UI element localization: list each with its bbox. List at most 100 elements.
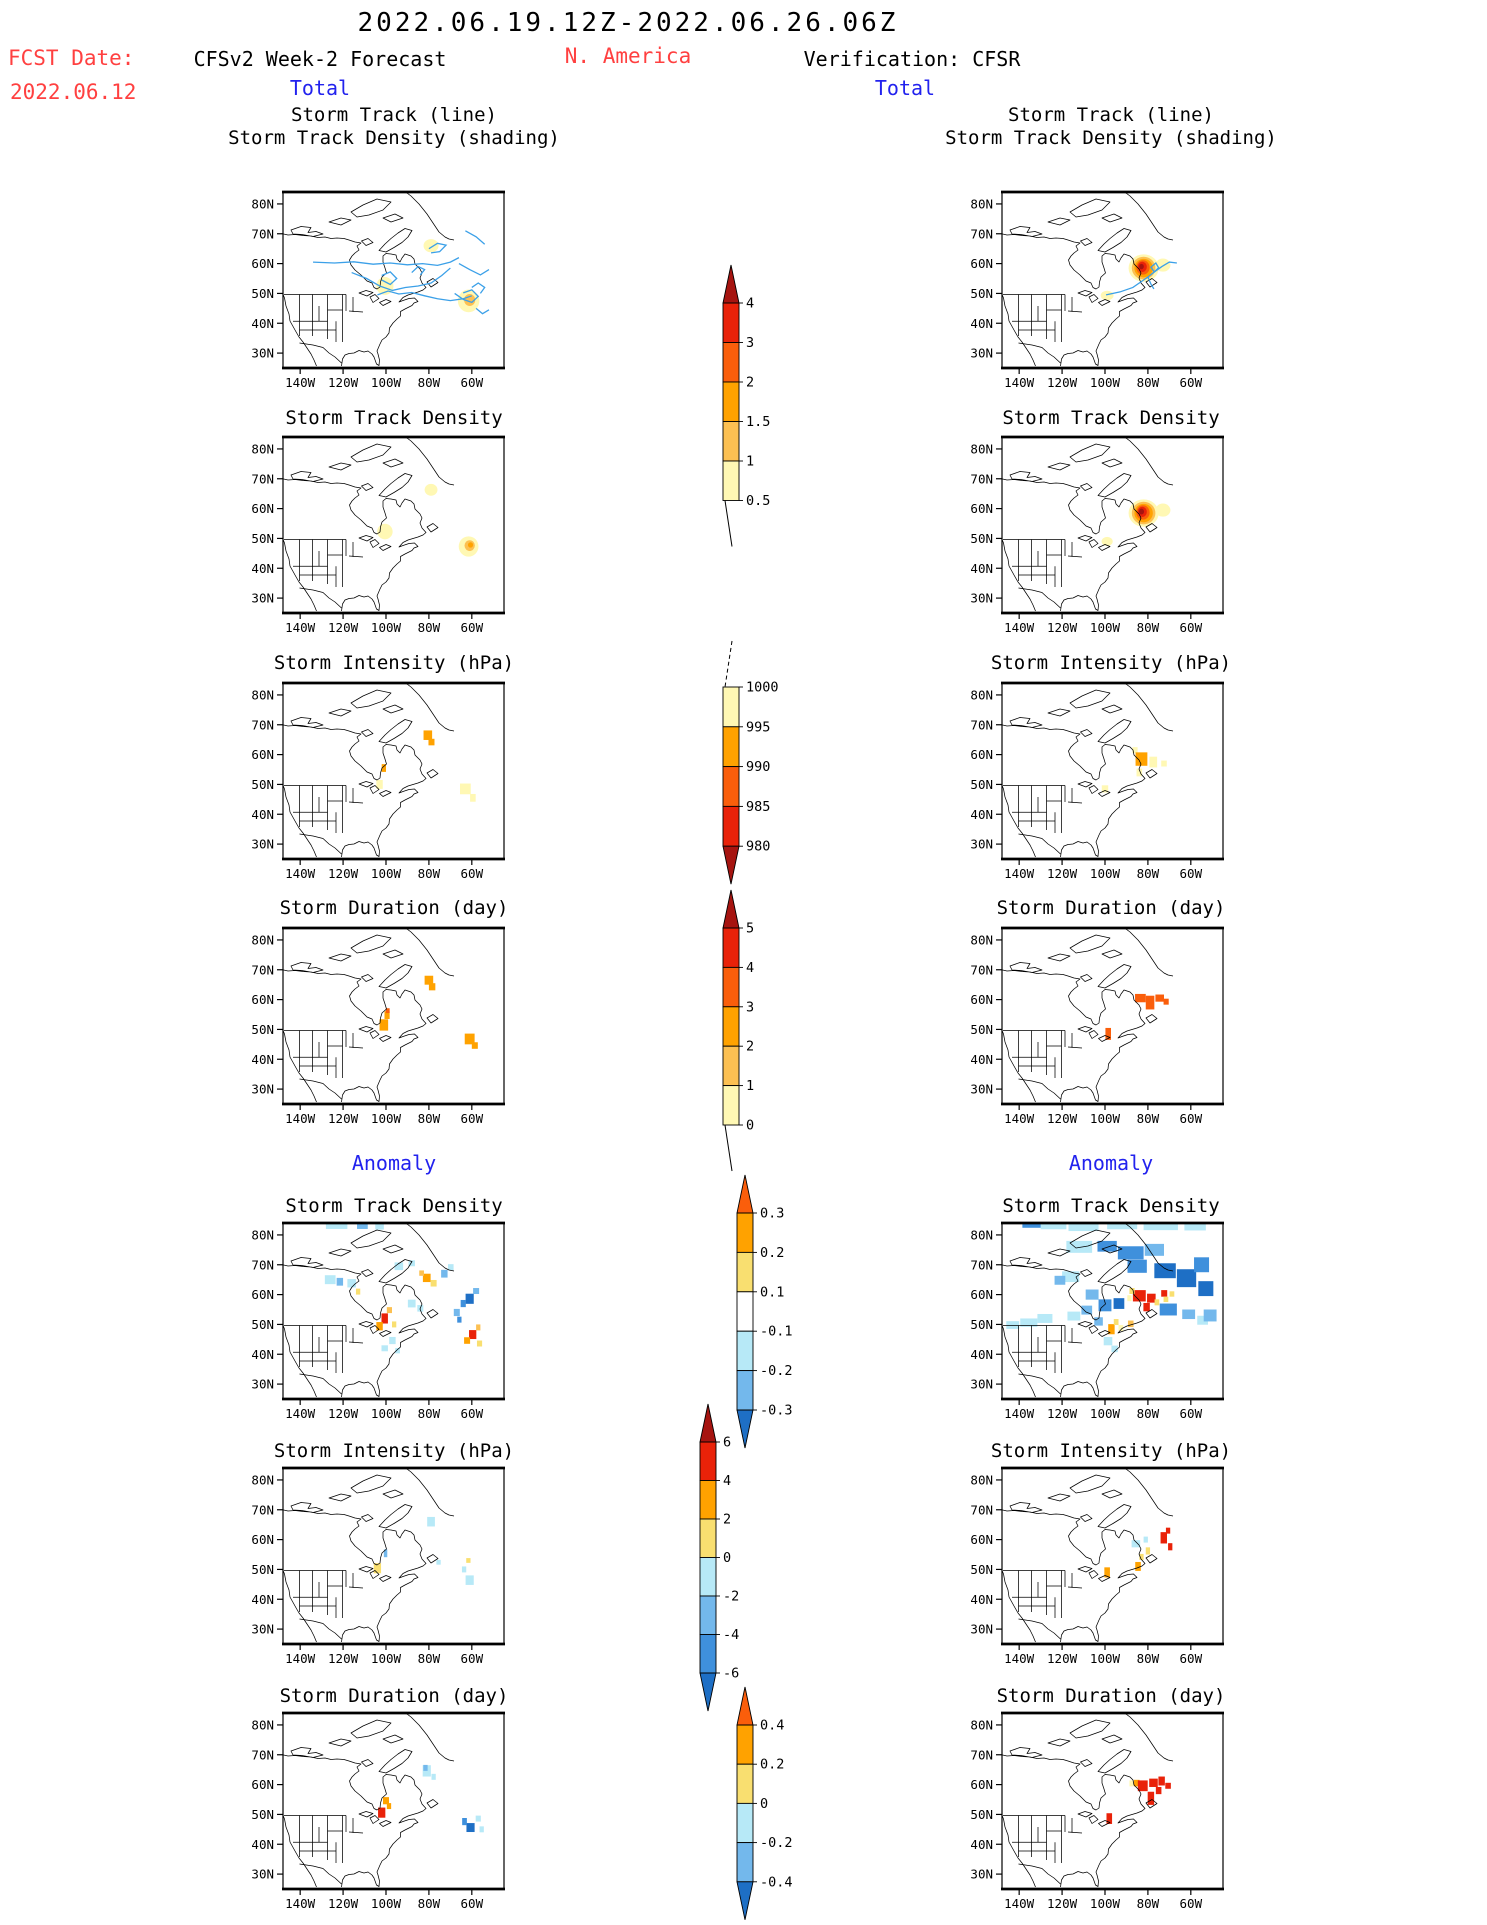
colorbar-tick-label: 0: [746, 1118, 754, 1134]
storm-track-line: [1147, 276, 1155, 290]
colorbar-intensity-anom: 6 4 2 0 -2 -4 -6: [699, 1403, 739, 1712]
shading-cell: [1137, 1780, 1148, 1792]
lon-tick-label: 60W: [1180, 375, 1203, 390]
shading-cell: [1149, 1778, 1158, 1787]
map-panel-cfsr-intensity-anom: 80N 70N 60N 50N 40N 30N 140W 120W 100W 80W 60W: [970, 1466, 1224, 1666]
colorbar-tick-label: 0.1: [760, 1284, 784, 1300]
panel-title-row6-left: Storm Intensity (hPa): [273, 1440, 515, 1462]
colorbar-segment: [722, 1045, 740, 1087]
map-frame: [282, 1222, 505, 1400]
shading-cell: [1066, 1240, 1093, 1253]
lat-tick-label: 50N: [970, 531, 993, 546]
shading-blob: [1155, 503, 1171, 517]
lon-tick-label: 80W: [418, 620, 441, 635]
shading-blob: [1138, 508, 1145, 515]
lon-tick-label: 140W: [1004, 620, 1035, 635]
shading-cell: [1101, 785, 1109, 793]
shading-cell: [381, 764, 386, 772]
lon-tick-label: 120W: [328, 1111, 359, 1126]
total-label-left: Total: [289, 76, 351, 100]
panel-title-row6-right: Storm Intensity (hPa): [990, 1440, 1232, 1462]
colorbar-segment: [722, 966, 740, 1008]
shading-blob: [424, 483, 438, 496]
lat-tick-label: 40N: [970, 1052, 993, 1067]
panel-title-row3-left: Storm Intensity (hPa): [273, 652, 515, 674]
lon-tick-label: 80W: [1137, 1896, 1160, 1911]
lat-tick-label: 40N: [251, 807, 274, 822]
lat-tick-label: 80N: [970, 1227, 993, 1242]
shading-cell: [1165, 1782, 1171, 1789]
map-panel-cfsr-density: 80N 70N 60N 50N 40N 30N 140W 120W 100W 80W 60W: [970, 435, 1224, 635]
shading-cell: [1139, 1553, 1144, 1560]
shading-cell: [1111, 1345, 1118, 1353]
colorbar-tail-bottom: [724, 1124, 733, 1172]
lat-tick-label: 30N: [970, 1867, 993, 1882]
lon-tick-label: 60W: [1180, 620, 1203, 635]
shading-cell: [357, 1223, 368, 1229]
lat-tick-label: 80N: [251, 441, 274, 456]
shading-cell: [1132, 747, 1138, 754]
lon-tick-label: 100W: [1090, 620, 1121, 635]
colorbar-segment: [736, 1802, 754, 1844]
shading-cell: [375, 1223, 384, 1230]
map-panel-fcst-duration-anom: 80N 70N 60N 50N 40N 30N 140W 120W 100W 80W 60W: [251, 1711, 505, 1911]
colorbar-tick-label: -0.4: [760, 1874, 793, 1890]
lon-tick-label: 120W: [1047, 1111, 1078, 1126]
lon-tick-label: 60W: [1180, 1111, 1203, 1126]
colorbar-segment: [736, 1763, 754, 1804]
map-panel-fcst-intensity-anom: 80N 70N 60N 50N 40N 30N 140W 120W 100W 80W 60W: [251, 1466, 505, 1666]
lon-tick-label: 100W: [371, 1111, 402, 1126]
lat-tick-label: 70N: [970, 1257, 993, 1272]
colorbar-segment: [736, 1251, 754, 1293]
shading-cell: [464, 1033, 475, 1045]
storm-track-line: [377, 290, 473, 302]
colorbar-tail-bottom: [724, 500, 733, 547]
colorbar-segment: [699, 1441, 717, 1481]
shading-cell: [431, 1773, 436, 1780]
lon-tick-label: 140W: [285, 375, 316, 390]
lon-tick-label: 60W: [461, 620, 484, 635]
shading-cell: [469, 1330, 477, 1340]
shading-cell: [1197, 1315, 1208, 1325]
lon-tick-label: 60W: [461, 1896, 484, 1911]
coastline: [283, 437, 455, 612]
panel-title-row1-left-line1: Storm Track (line): [291, 104, 497, 126]
lat-tick-label: 70N: [251, 1257, 274, 1272]
lon-tick-label: 60W: [461, 375, 484, 390]
lon-tick-label: 140W: [1004, 1896, 1035, 1911]
map-frame: [1001, 927, 1224, 1105]
lon-tick-label: 80W: [418, 1651, 441, 1666]
shading-cell: [473, 1288, 480, 1294]
lon-tick-label: 120W: [328, 866, 359, 881]
storm-track-line: [381, 271, 398, 286]
lon-tick-label: 80W: [418, 866, 441, 881]
shading-cell: [373, 1563, 382, 1574]
shading-cell: [464, 1337, 471, 1344]
lon-tick-label: 80W: [418, 1111, 441, 1126]
coastline: [283, 1468, 455, 1643]
colorbar-arrow-bottom: [722, 845, 740, 885]
lat-tick-label: 40N: [251, 561, 274, 576]
shading-cell: [1160, 1532, 1167, 1544]
shading-cell: [441, 1269, 448, 1278]
lon-tick-label: 80W: [1137, 620, 1160, 635]
shading-cell: [355, 1288, 361, 1295]
lat-tick-label: 50N: [251, 531, 274, 546]
colorbar-segment: [722, 726, 740, 768]
shading-cell: [460, 783, 471, 795]
panel-title-row5-left: Storm Track Density: [285, 1195, 503, 1217]
shading-cell: [394, 1262, 404, 1271]
shading-cell: [1198, 1281, 1214, 1297]
shading-cell: [1106, 1813, 1113, 1824]
colorbar-segment: [722, 342, 740, 383]
shading-cell: [1006, 1321, 1020, 1329]
lon-tick-label: 60W: [1180, 1896, 1203, 1911]
colorbar-tick-label: 0.2: [760, 1245, 784, 1261]
fcst-date-label: FCST Date:: [8, 46, 135, 70]
shading-cell: [1145, 995, 1155, 1010]
colorbar-tick-label: 0.2: [760, 1757, 784, 1773]
colorbar-segment: [722, 381, 740, 422]
shading-cell: [447, 1264, 454, 1271]
lat-tick-label: 60N: [970, 1532, 993, 1547]
lat-tick-label: 70N: [251, 1747, 274, 1762]
